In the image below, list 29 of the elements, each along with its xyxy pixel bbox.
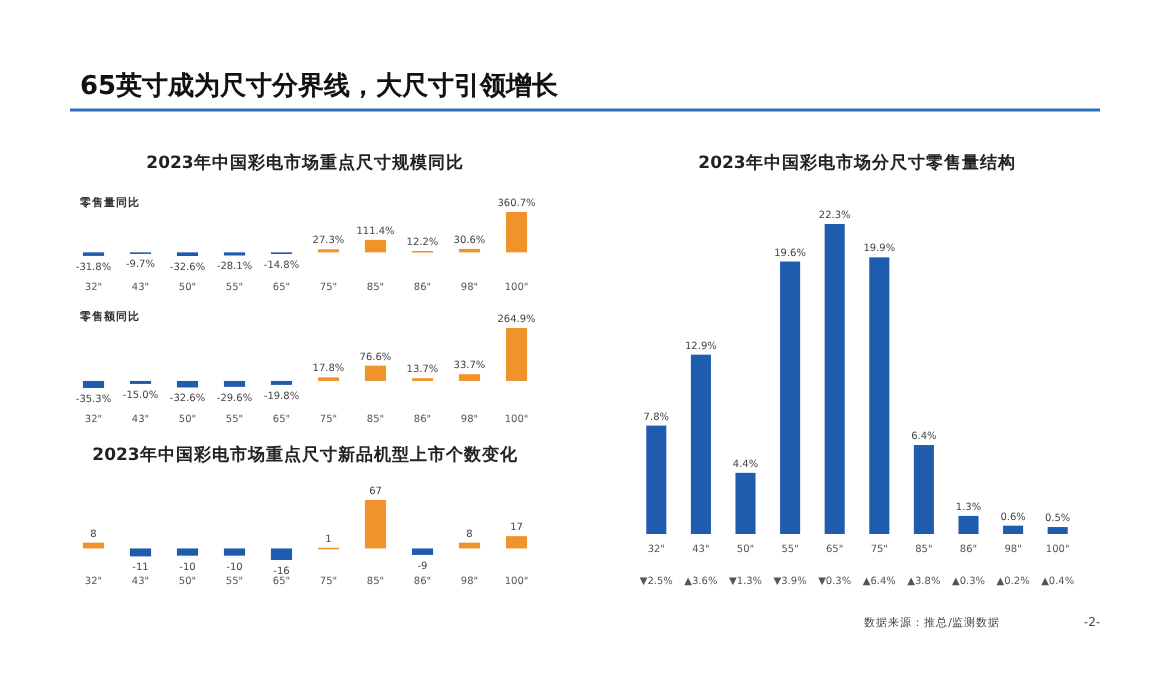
bar [913,445,934,534]
chart-title: 2023年中国彩电市场重点尺寸新品机型上市个数变化 [92,444,520,466]
bar [869,257,890,534]
bar [364,239,387,253]
bar [958,515,979,534]
bar [364,365,387,381]
bar [505,536,528,549]
bar [505,328,528,381]
text: 65英寸成为尺寸分界线，大尺寸引领增长 [80,72,561,102]
bar [735,472,756,534]
bar [780,261,801,534]
chart-title: 2023年中国彩电市场重点尺寸规模同比 [146,152,464,174]
bar [824,224,845,534]
bar [364,500,387,549]
bar [1047,527,1068,534]
bar [646,425,667,534]
bar [1003,525,1024,534]
bar [176,548,199,556]
bar [270,548,293,560]
bar [505,212,528,253]
bar [690,354,711,534]
bar [223,380,246,387]
bar [129,548,152,557]
bar [223,548,246,556]
bar [82,380,105,388]
bar [458,374,481,381]
bar [176,380,199,388]
bar [411,548,434,555]
chart-title: 2023年中国彩电市场分尺寸零售量结构 [698,152,1016,174]
